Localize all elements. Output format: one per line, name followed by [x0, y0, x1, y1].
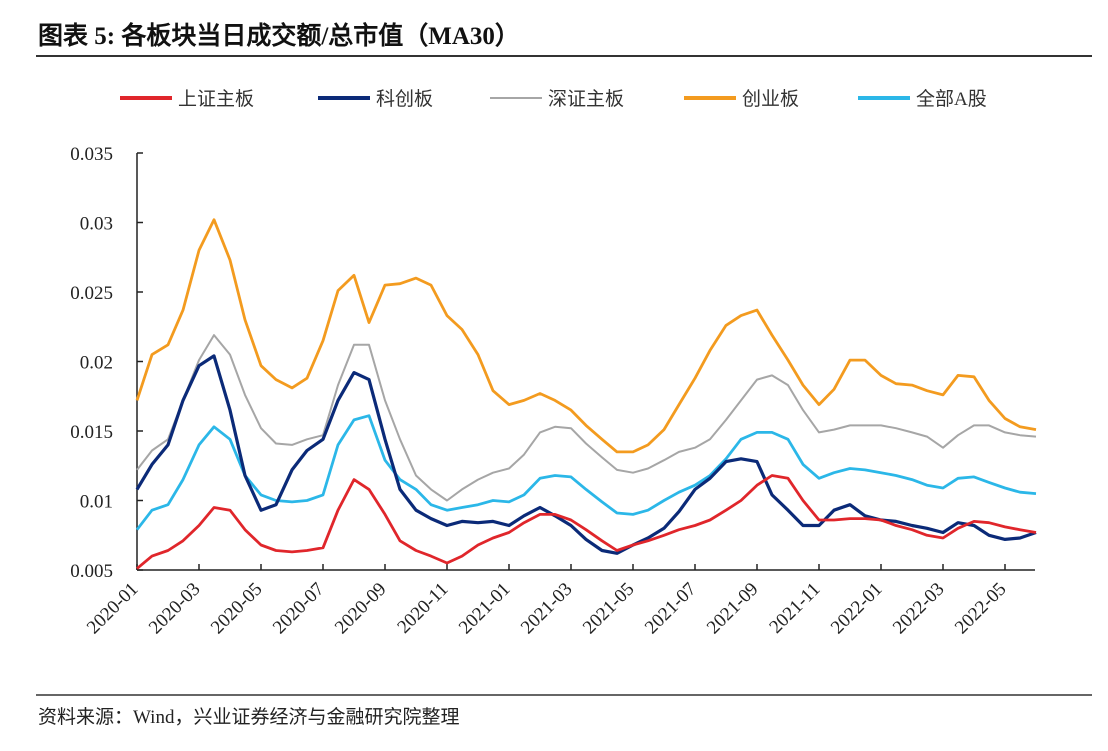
x-tick-label: 2021-03	[517, 579, 577, 639]
y-tick-label: 0.005	[70, 561, 113, 582]
series-line-2	[136, 334, 1037, 502]
series-line-0	[136, 474, 1037, 570]
y-tick-label: 0.025	[70, 283, 113, 304]
legend: 上证主板 科创板 深证主板 创业板 全部A股	[120, 88, 987, 110]
series-line-3	[135, 218, 1037, 454]
x-tick-label: 2020-01	[83, 579, 143, 639]
legend-item: 上证主板	[120, 88, 254, 110]
chart-title: 图表 5: 各板块当日成交额/总市值（MA30）	[38, 21, 520, 50]
y-tick-label: 0.03	[80, 214, 113, 235]
x-tick-label: 2020-03	[145, 579, 205, 639]
x-tick-label: 2022-05	[951, 579, 1011, 639]
y-tick-label: 0.02	[80, 353, 113, 374]
x-tick-label: 2021-05	[579, 579, 639, 639]
x-tick-label: 2021-01	[455, 579, 515, 639]
legend-item: 创业板	[684, 88, 799, 110]
y-tick-label: 0.01	[80, 492, 113, 513]
x-tick-label: 2021-11	[765, 579, 824, 638]
x-tick-label: 2020-05	[207, 579, 267, 639]
y-tick-label: 0.035	[70, 144, 113, 165]
x-tick-label: 2021-07	[641, 579, 701, 639]
legend-label: 全部A股	[916, 88, 987, 110]
source-note: 资料来源：Wind，兴业证券经济与金融研究院整理	[38, 706, 459, 728]
legend-label: 上证主板	[178, 88, 254, 110]
y-tick-label: 0.015	[70, 422, 113, 443]
x-tick-label: 2022-03	[889, 579, 949, 639]
legend-item: 科创板	[318, 88, 433, 110]
x-tick-label: 2021-09	[703, 579, 763, 639]
x-tick-label: 2020-11	[393, 579, 452, 638]
legend-label: 深证主板	[548, 88, 624, 110]
series-line-4	[135, 414, 1037, 531]
legend-label: 创业板	[742, 88, 799, 110]
x-tick-label: 2020-07	[269, 579, 329, 639]
legend-item: 深证主板	[490, 88, 624, 110]
x-tick-label: 2020-09	[331, 579, 391, 639]
legend-label: 科创板	[376, 88, 433, 110]
x-tick-label: 2022-01	[827, 579, 887, 639]
series-lines	[135, 218, 1037, 570]
legend-item: 全部A股	[858, 88, 987, 110]
